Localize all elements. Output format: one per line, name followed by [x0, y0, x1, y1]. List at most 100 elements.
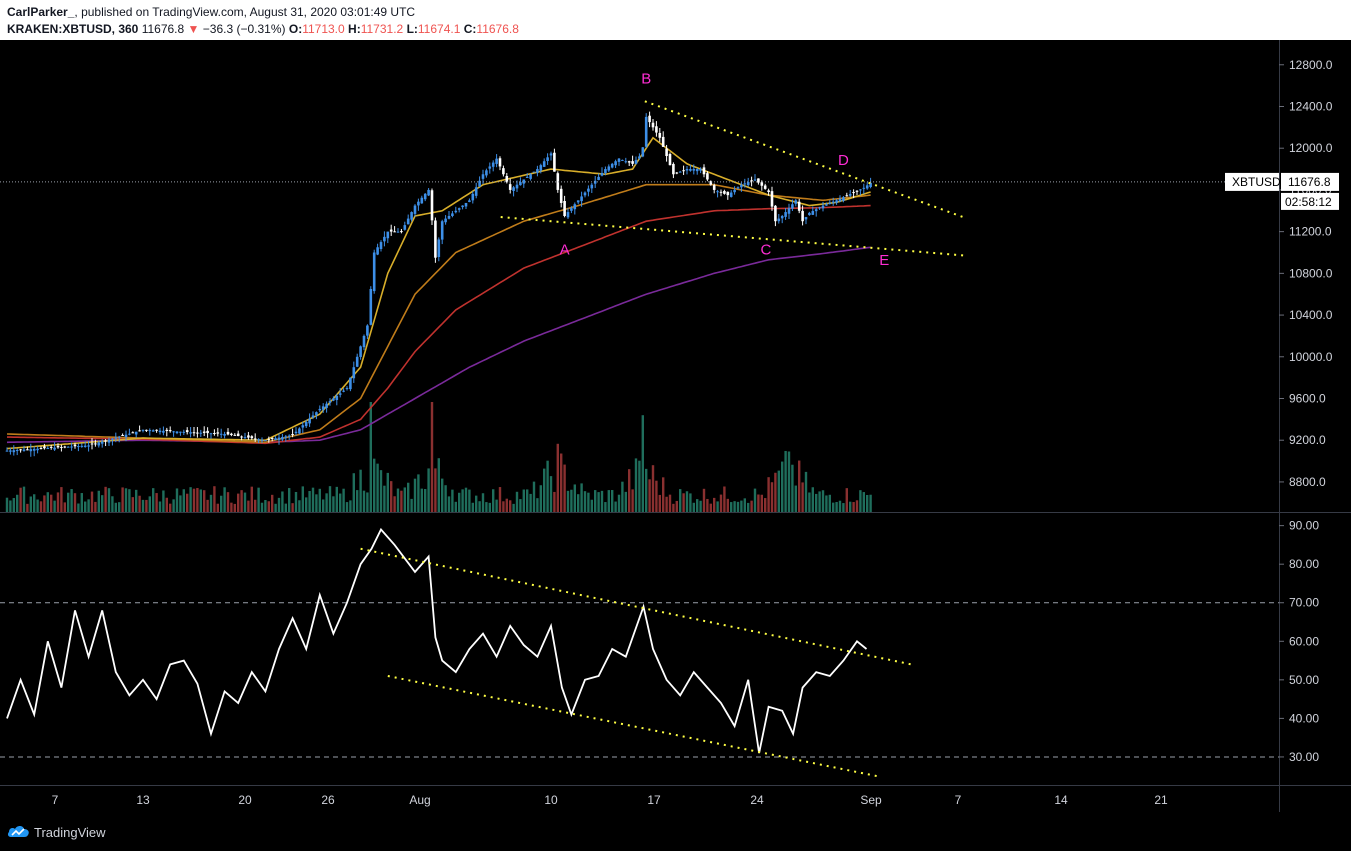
volume-bar [543, 468, 546, 512]
volume-bar [101, 495, 104, 512]
symbol-tag-label: XBTUSD [1232, 175, 1281, 189]
pattern-label-c: C [760, 242, 771, 259]
candle-body [196, 432, 199, 434]
time-axis[interactable]: 7 13 20 26 Aug 10 17 24 Sep 7 14 21 [52, 793, 1168, 807]
candle-body [179, 431, 182, 433]
volume-bar [434, 468, 437, 512]
candle-body [267, 439, 271, 441]
candle-body [733, 189, 736, 193]
moving-average-long [6, 246, 871, 444]
candle-body [750, 180, 753, 182]
volume-bar [699, 500, 702, 512]
volume-bar [189, 487, 192, 512]
volume-bar [67, 492, 70, 512]
candle-body [325, 403, 328, 408]
volume-bar [277, 497, 281, 512]
candle-body [709, 181, 713, 185]
candle-body [454, 210, 458, 213]
volume-bar [223, 487, 226, 512]
volume-bar [43, 495, 46, 512]
candle-body [87, 445, 90, 447]
time-tick-label: Aug [409, 793, 430, 807]
volume-bar [220, 495, 223, 512]
candle-body [138, 430, 141, 432]
tradingview-brand[interactable]: TradingView [34, 825, 106, 840]
pattern-label-b: B [641, 71, 651, 88]
volume-bar [213, 486, 216, 512]
volume-bar [430, 402, 434, 512]
candle-body [128, 433, 131, 435]
candle-body [90, 443, 94, 445]
candle-body [355, 356, 359, 367]
volume-bar [815, 493, 818, 512]
volume-bar [526, 489, 529, 512]
volume-bar [566, 490, 570, 512]
candle-body [821, 205, 825, 209]
candle-body [199, 432, 203, 434]
volume-bar [522, 489, 525, 512]
time-tick-label: 7 [955, 793, 962, 807]
volume-bar [70, 489, 73, 512]
volume-bar [692, 502, 695, 512]
candle-body [32, 448, 36, 451]
volume-bar [628, 469, 631, 512]
candle-body [549, 153, 553, 156]
candle-body [559, 188, 563, 203]
volume-bar [131, 497, 134, 512]
candle-body [332, 398, 335, 401]
candle-body [114, 437, 118, 439]
candle-body [801, 210, 804, 222]
volume-bar [478, 501, 481, 512]
candle-body [304, 421, 308, 427]
candle-body [855, 190, 859, 192]
candle-body [675, 172, 679, 174]
volume-bar [124, 488, 128, 512]
candle-body [423, 193, 427, 200]
volume-bar [835, 502, 838, 512]
symbol-label[interactable]: KRAKEN:XBTUSD, 360 [7, 22, 139, 36]
volume-bar [662, 477, 665, 512]
candle-body [576, 200, 580, 203]
author-name[interactable]: CarlParker_ [7, 5, 75, 19]
volume-bar [342, 488, 345, 512]
price-axis[interactable]: 12800.012400.012000.011600.011200.010800… [1279, 58, 1333, 489]
oscillator-axis[interactable]: 90.00 80.00 70.00 60.00 50.00 40.00 30.00 [0, 519, 1319, 764]
volume-bar [553, 491, 556, 512]
candle-body [335, 395, 339, 400]
volume-bar [274, 503, 277, 512]
candle-body [60, 446, 63, 448]
volume-bar [53, 500, 56, 512]
oscillator-tick-label: 90.00 [1289, 519, 1319, 533]
volume-bar [19, 487, 22, 512]
volume-bar [50, 494, 53, 512]
tradingview-logo-icon[interactable] [7, 824, 31, 840]
volume-bar [600, 490, 604, 512]
candle-body [668, 154, 672, 166]
volume-bar [730, 502, 733, 512]
volume-bar [604, 502, 607, 512]
candle-body [291, 434, 294, 436]
candle-body [648, 115, 651, 123]
volume-bar [702, 488, 706, 512]
candle-body [563, 201, 566, 216]
moving-average-fast [6, 136, 871, 450]
candle-body [600, 172, 604, 176]
volume-bar [828, 494, 831, 512]
volume-bar [121, 487, 124, 512]
candle-body [610, 163, 614, 168]
volume-bar [203, 490, 206, 512]
candle-body [658, 132, 662, 138]
candle-body [260, 439, 264, 441]
volume-bar [73, 493, 77, 512]
volume-bar [169, 503, 172, 512]
high-label: H: [348, 22, 361, 36]
candle-body [474, 187, 478, 196]
candle-body [298, 428, 301, 434]
volume-bar [345, 502, 349, 512]
candle-body [607, 166, 611, 171]
candle-body [209, 433, 213, 435]
candle-body [70, 446, 73, 448]
volume-bar [29, 496, 32, 512]
candle-body [107, 439, 111, 443]
chart-canvas[interactable]: 12800.012400.012000.011600.011200.010800… [0, 40, 1351, 812]
